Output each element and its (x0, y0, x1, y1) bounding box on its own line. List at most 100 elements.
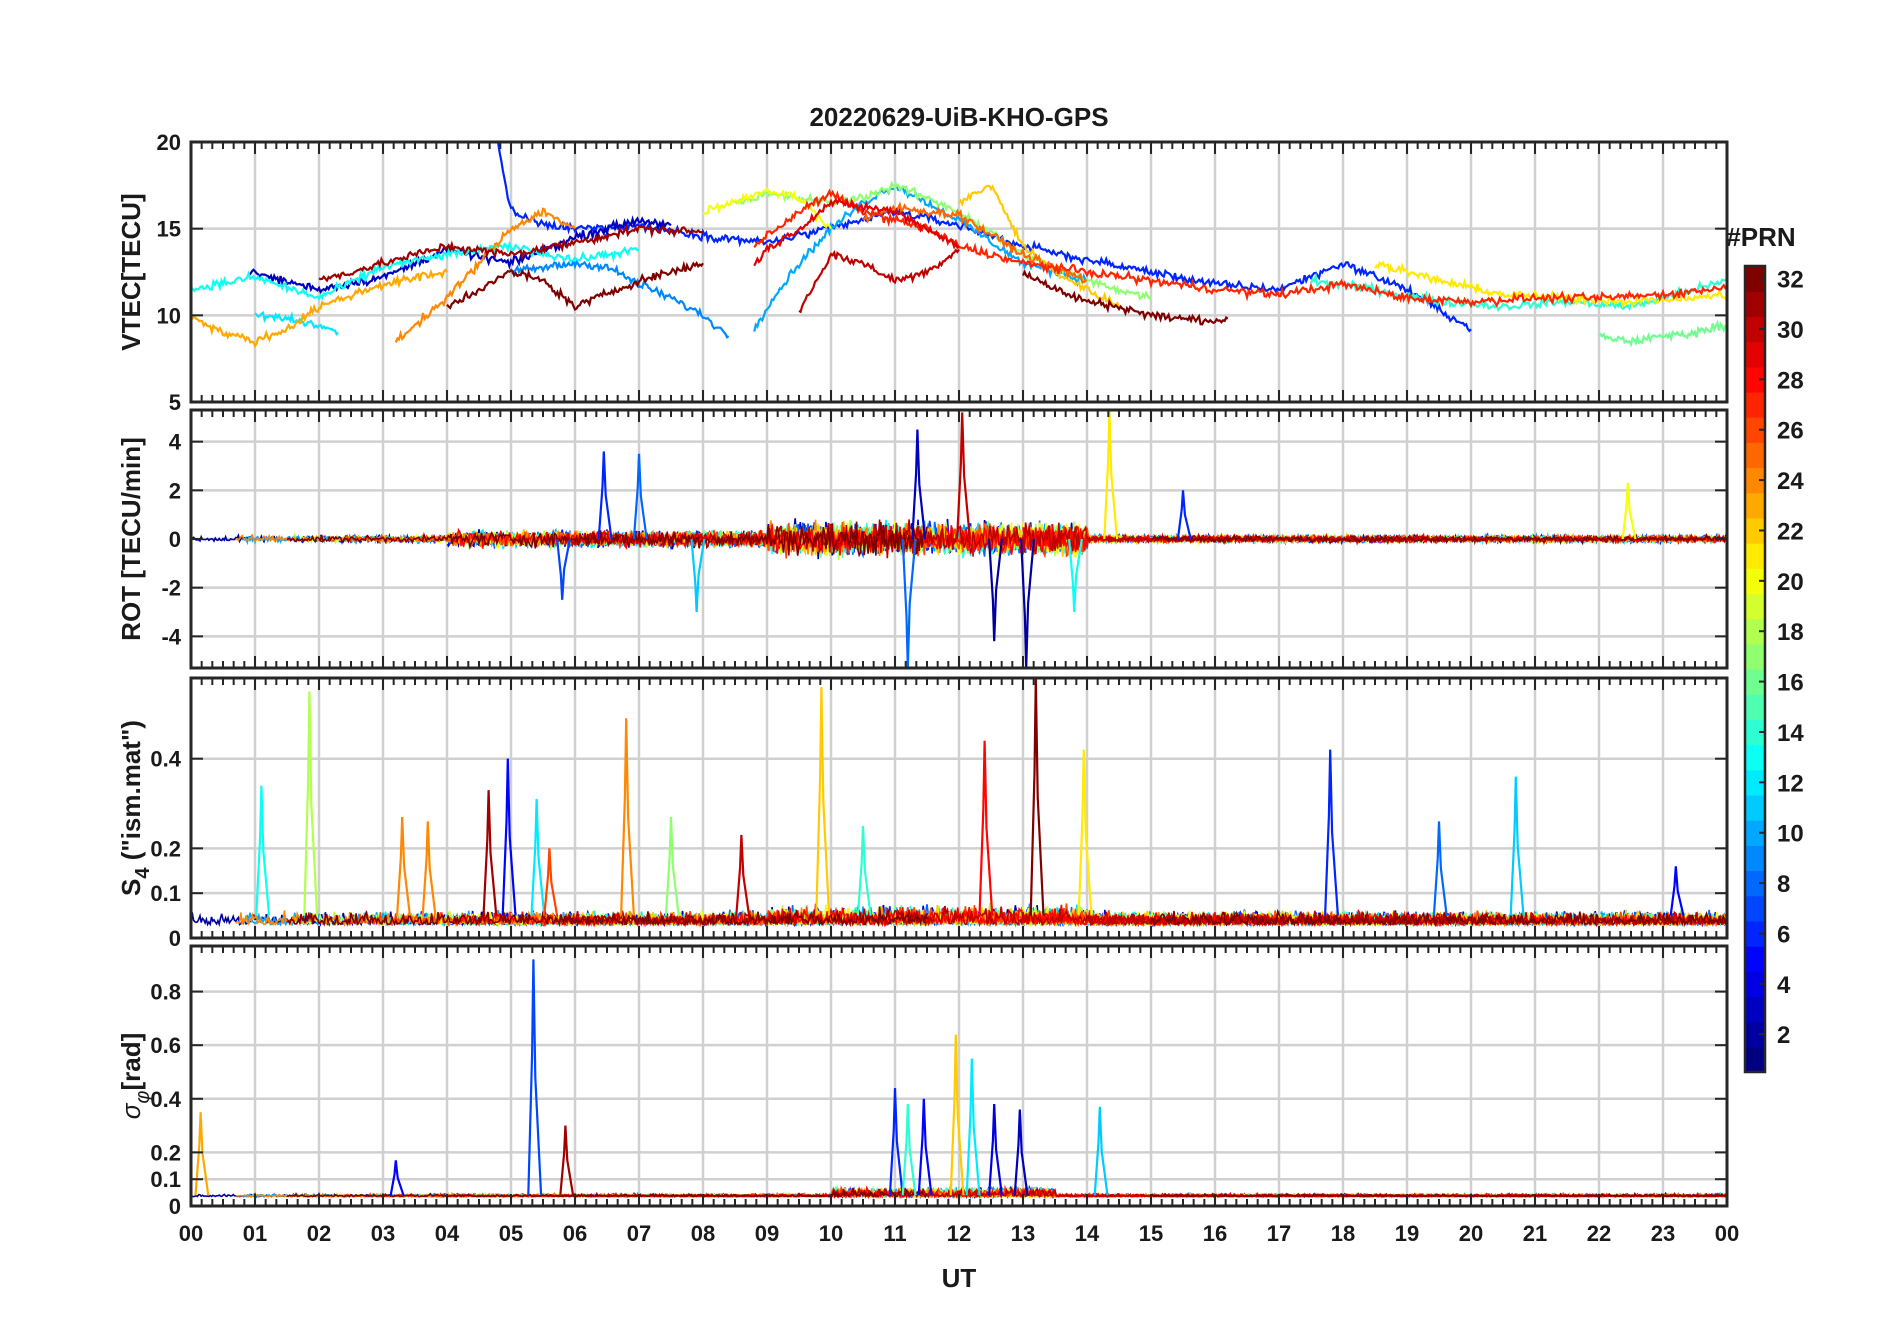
y-tick-label: -2 (161, 576, 181, 601)
y-axis-label: S4 ("ism.mat") (116, 720, 154, 896)
spike (1176, 490, 1192, 540)
spike (396, 816, 411, 916)
colorbar-band (1745, 971, 1765, 998)
x-tick-label: 23 (1651, 1221, 1675, 1246)
spike (664, 816, 680, 916)
colorbar-band (1745, 694, 1765, 720)
colorbar-band (1745, 341, 1765, 368)
panel-4-frame (189, 944, 1729, 1208)
series-line (753, 197, 960, 267)
spike (597, 451, 613, 540)
colorbar-band (1745, 492, 1765, 519)
series-line (254, 310, 339, 336)
colorbar-band (1745, 366, 1765, 393)
colorbar-band (1745, 895, 1765, 922)
y-tick-label: 0.2 (150, 836, 181, 861)
series-line (561, 519, 1459, 559)
series-line (509, 257, 730, 339)
spike (1509, 776, 1525, 916)
series-line (446, 260, 704, 311)
spike (543, 848, 559, 916)
colorbar-band (1745, 669, 1765, 695)
series-line (1598, 319, 1727, 348)
y-tick-label: 2 (169, 478, 181, 503)
colorbar-band (1745, 643, 1765, 670)
y-tick-label: -4 (161, 624, 181, 649)
colorbar-tick-label: 24 (1777, 468, 1804, 495)
x-tick-label: 10 (819, 1221, 843, 1246)
colorbar-band (1745, 517, 1765, 544)
y-tick-label: 0.2 (150, 1140, 181, 1165)
spike (888, 1088, 904, 1196)
x-tick-label: 04 (435, 1221, 460, 1246)
series-line (1309, 272, 1727, 313)
x-tick-label: 13 (1011, 1221, 1035, 1246)
colorbar-tick-label: 16 (1777, 670, 1804, 697)
colorbar-band (1745, 568, 1765, 595)
y-tick-label: 0 (169, 926, 181, 951)
spike (1621, 482, 1637, 540)
spike (917, 1098, 933, 1196)
series-line (862, 201, 1088, 284)
x-tick-label: 19 (1395, 1221, 1419, 1246)
x-tick-label: 21 (1523, 1221, 1547, 1246)
series-line (1150, 908, 1727, 928)
series-line (286, 1187, 928, 1199)
y-axis-label: VTEC[TECU] (116, 193, 146, 350)
x-tick-label: 01 (243, 1221, 267, 1246)
x-tick-label: 00 (1715, 1221, 1739, 1246)
series-line (753, 188, 1727, 309)
colorbar-tick-label: 30 (1777, 317, 1804, 344)
colorbar-tick-label: 4 (1777, 972, 1791, 999)
colorbar-band (1745, 543, 1765, 569)
spike (1093, 1106, 1109, 1196)
y-tick-label: 0.8 (150, 980, 181, 1005)
spike (1068, 538, 1083, 613)
spike (1077, 749, 1093, 916)
series-line (286, 905, 928, 928)
colorbar-band (1745, 316, 1765, 343)
series-line (318, 223, 703, 283)
y-tick-label: 0 (169, 1194, 181, 1219)
y-axis-label: σφ[rad] (116, 1033, 154, 1120)
x-tick-label: 12 (947, 1221, 971, 1246)
colorbar-tick-label: 26 (1777, 418, 1804, 445)
x-tick-label: 15 (1139, 1221, 1163, 1246)
colorbar-band (1745, 266, 1765, 292)
y-tick-label: 0.4 (150, 1087, 181, 1112)
series-line (1021, 269, 1229, 326)
series-line (394, 207, 576, 343)
spike (901, 538, 917, 668)
spike (1020, 538, 1035, 668)
spike (255, 785, 271, 916)
y-tick-label: 15 (157, 217, 181, 242)
colorbar-band (1745, 593, 1765, 620)
spike (632, 453, 648, 540)
colorbar-band (1745, 794, 1765, 821)
colorbar-band (1745, 417, 1765, 443)
spike (620, 718, 635, 916)
spike (1103, 410, 1119, 540)
x-tick-label: 22 (1587, 1221, 1611, 1246)
panel-2-frame (189, 408, 1729, 670)
x-tick-label: 17 (1267, 1221, 1291, 1246)
y-tick-label: 0.4 (150, 747, 181, 772)
x-axis-label: UT (942, 1263, 977, 1293)
panel-4 (191, 946, 1727, 1206)
y-tick-label: 4 (169, 430, 182, 455)
spike (911, 429, 927, 540)
spike (527, 959, 543, 1196)
colorbar-band (1745, 467, 1765, 494)
series-line (191, 268, 448, 349)
spike (303, 691, 319, 916)
spike (965, 1058, 981, 1196)
colorbar-tick-label: 32 (1777, 267, 1804, 294)
spike (559, 1125, 575, 1196)
spike (421, 821, 437, 916)
colorbar-tick-label: 12 (1777, 770, 1804, 797)
colorbar-tick-label: 20 (1777, 569, 1804, 596)
series-line (798, 248, 960, 314)
colorbar-band (1745, 845, 1765, 872)
colorbar-band (1745, 291, 1765, 317)
